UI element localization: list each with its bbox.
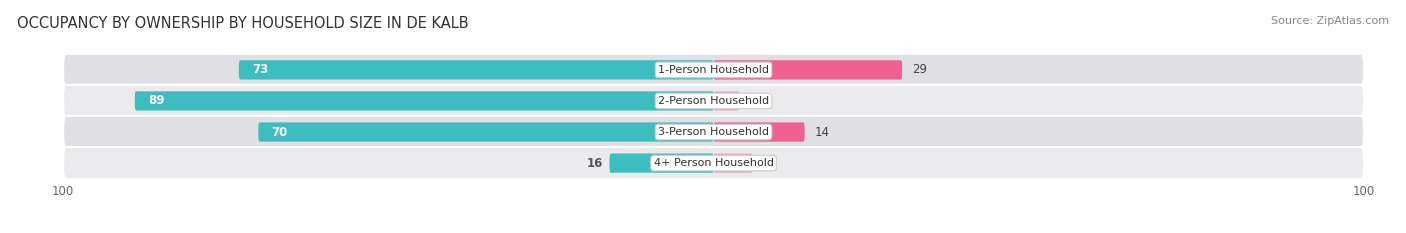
FancyBboxPatch shape (610, 154, 713, 173)
FancyBboxPatch shape (713, 60, 903, 79)
Text: 4+ Person Household: 4+ Person Household (654, 158, 773, 168)
Text: Source: ZipAtlas.com: Source: ZipAtlas.com (1271, 16, 1389, 26)
FancyBboxPatch shape (135, 91, 713, 111)
Text: 4: 4 (749, 94, 756, 107)
Text: 73: 73 (252, 63, 269, 76)
FancyBboxPatch shape (63, 116, 1364, 148)
FancyBboxPatch shape (259, 122, 713, 142)
Text: 6: 6 (762, 157, 770, 170)
Text: 89: 89 (148, 94, 165, 107)
FancyBboxPatch shape (713, 154, 752, 173)
Text: 3-Person Household: 3-Person Household (658, 127, 769, 137)
Text: 29: 29 (912, 63, 927, 76)
Text: 16: 16 (586, 157, 603, 170)
Text: 2-Person Household: 2-Person Household (658, 96, 769, 106)
FancyBboxPatch shape (63, 54, 1364, 86)
Text: 1-Person Household: 1-Person Household (658, 65, 769, 75)
FancyBboxPatch shape (713, 91, 740, 111)
Text: 14: 14 (814, 126, 830, 139)
FancyBboxPatch shape (239, 60, 713, 79)
FancyBboxPatch shape (713, 122, 804, 142)
FancyBboxPatch shape (63, 85, 1364, 117)
Text: 70: 70 (271, 126, 288, 139)
Text: OCCUPANCY BY OWNERSHIP BY HOUSEHOLD SIZE IN DE KALB: OCCUPANCY BY OWNERSHIP BY HOUSEHOLD SIZE… (17, 16, 468, 31)
FancyBboxPatch shape (63, 147, 1364, 179)
